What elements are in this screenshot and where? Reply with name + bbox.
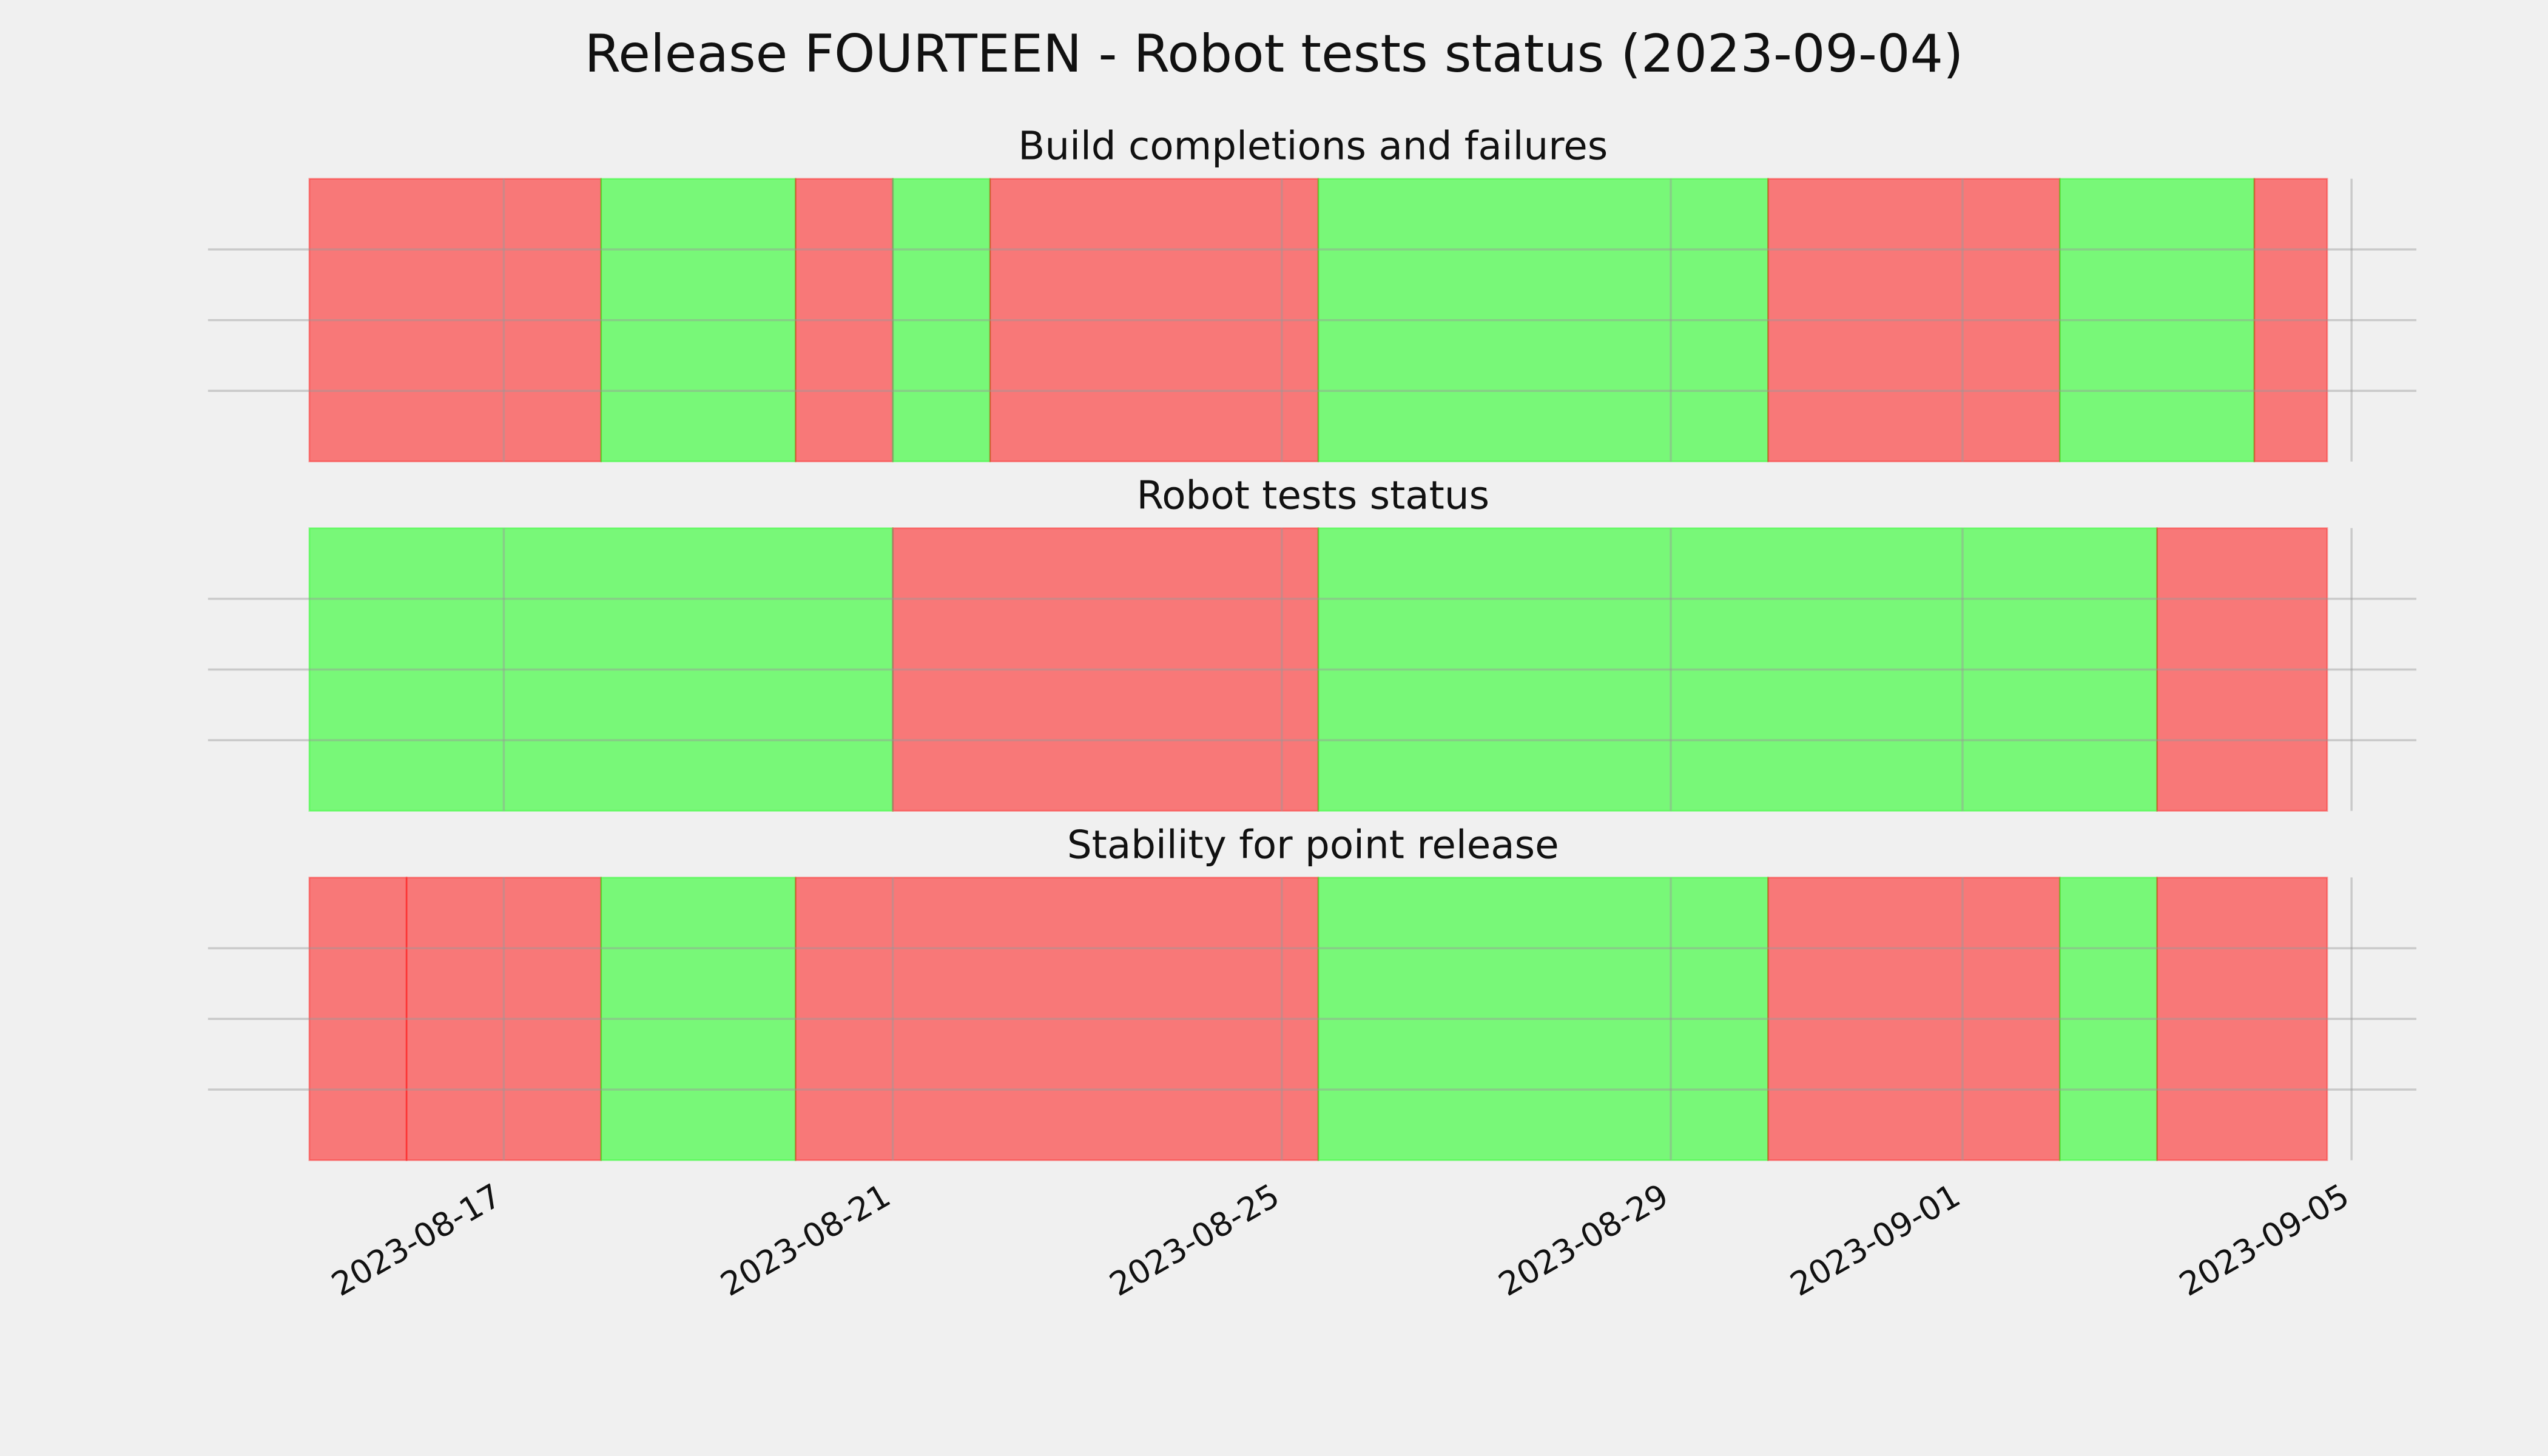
status-span: [2058, 178, 2256, 463]
panel-title: Stability for point release: [1067, 822, 1559, 868]
status-span: [1767, 877, 2061, 1161]
panel-title: Robot tests status: [1136, 473, 1489, 518]
status-span: [2156, 527, 2328, 812]
status-span: [1317, 527, 2158, 812]
status-span: [405, 877, 602, 1161]
panel-title: Build completions and failures: [1018, 124, 1608, 169]
status-span: [892, 178, 991, 463]
status-span: [308, 178, 602, 463]
chart-title: Release FOURTEEN - Robot tests status (2…: [585, 24, 1964, 84]
status-span: [989, 178, 1320, 463]
status-span: [2058, 877, 2158, 1161]
status-span: [795, 877, 1320, 1161]
status-span: [1317, 178, 1769, 463]
status-span: [795, 178, 894, 463]
status-span: [2253, 178, 2328, 463]
status-span: [308, 877, 408, 1161]
status-span: [308, 527, 894, 812]
status-span: [600, 178, 797, 463]
status-span: [1767, 178, 2061, 463]
status-span: [892, 527, 1320, 812]
status-span: [600, 877, 797, 1161]
status-span: [2156, 877, 2328, 1161]
status-span: [1317, 877, 1769, 1161]
